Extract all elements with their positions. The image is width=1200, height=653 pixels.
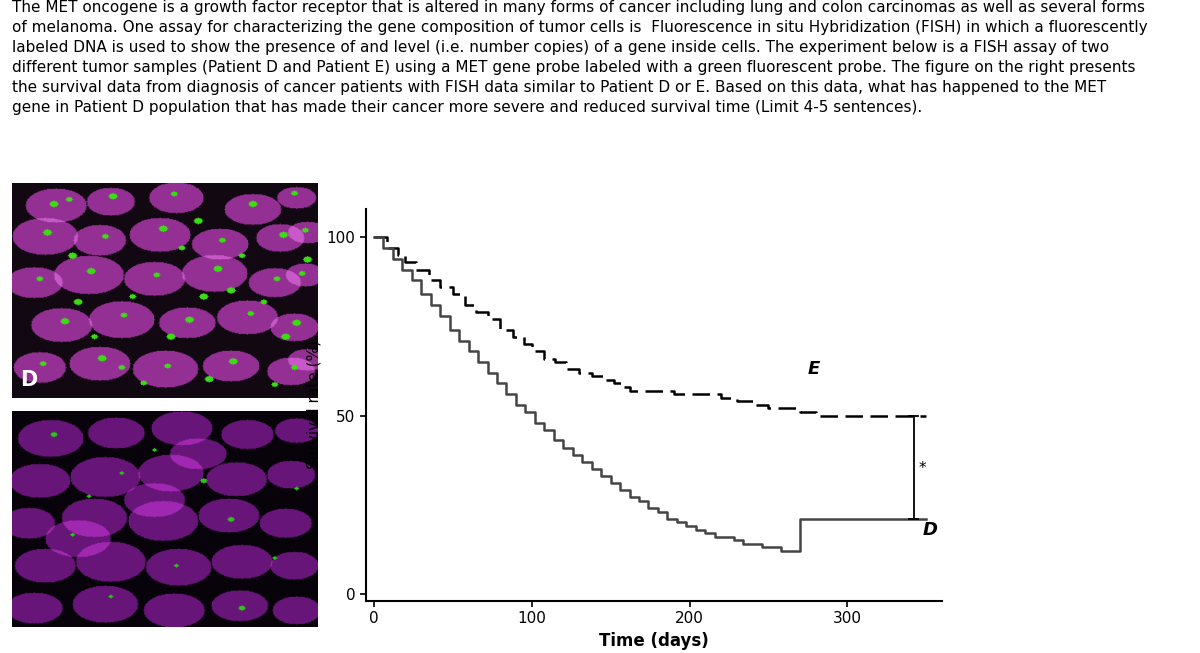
Text: E: E [808,360,820,378]
Y-axis label: Survival rate (%): Survival rate (%) [306,340,322,470]
X-axis label: Time (days): Time (days) [599,631,709,650]
Text: D: D [19,370,37,390]
Text: *: * [918,462,926,477]
Text: D: D [923,520,938,539]
Text: The MET oncogene is a growth factor receptor that is altered in many forms of ca: The MET oncogene is a growth factor rece… [12,0,1147,115]
